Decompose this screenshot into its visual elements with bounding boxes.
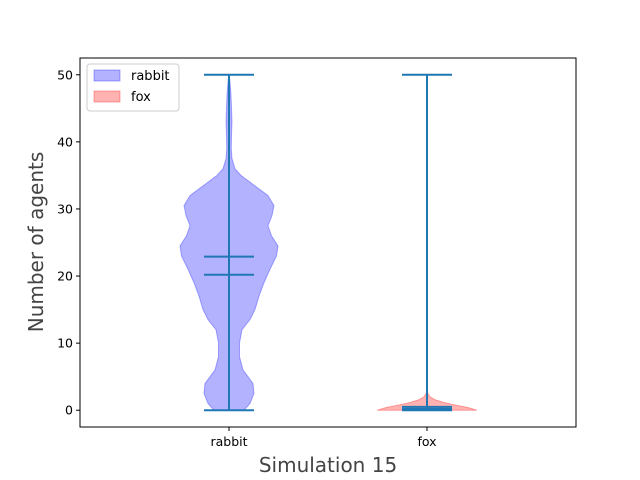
legend-box (86, 63, 180, 112)
y-tick-label: 20 (57, 269, 73, 284)
y-tick-label: 0 (65, 403, 73, 418)
y-tick-label: 30 (57, 201, 73, 216)
y-tick-label: 50 (57, 67, 73, 82)
y-axis-label: Number of agents (24, 152, 48, 333)
legend-swatch-rabbit (93, 69, 121, 82)
plot-frame (79, 57, 577, 428)
legend-swatch-fox (93, 90, 121, 103)
x-axis-label: Simulation 15 (259, 453, 397, 477)
x-axis-ticks: rabbit fox (210, 427, 437, 449)
x-tick-label: fox (417, 434, 436, 449)
y-tick-label: 10 (57, 336, 73, 351)
statistics-lines-layer (204, 73, 452, 412)
legend-label-rabbit: rabbit (131, 69, 170, 84)
legend-label-fox: fox (131, 90, 151, 105)
y-tick-label: 40 (57, 134, 73, 149)
legend: rabbit fox (86, 63, 180, 112)
x-tick-label: rabbit (210, 434, 247, 449)
y-axis-ticks: 0 10 20 30 40 50 (57, 67, 80, 418)
